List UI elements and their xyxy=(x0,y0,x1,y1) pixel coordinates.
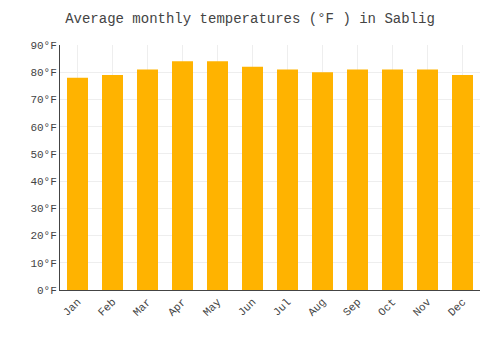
svg-text:80°F: 80°F xyxy=(30,67,56,79)
svg-text:90°F: 90°F xyxy=(30,40,56,52)
svg-text:0°F: 0°F xyxy=(37,285,57,297)
svg-text:70°F: 70°F xyxy=(30,94,56,106)
svg-text:30°F: 30°F xyxy=(30,203,56,215)
svg-text:Jun: Jun xyxy=(236,296,258,318)
svg-text:Jan: Jan xyxy=(61,296,83,318)
svg-text:Average monthly temperatures (: Average monthly temperatures (°F ) in Sa… xyxy=(65,11,435,27)
svg-text:May: May xyxy=(201,296,224,319)
svg-text:Feb: Feb xyxy=(96,296,118,318)
svg-text:Aug: Aug xyxy=(306,296,328,318)
svg-text:Nov: Nov xyxy=(411,296,434,319)
svg-text:Oct: Oct xyxy=(376,296,398,318)
svg-text:40°F: 40°F xyxy=(30,176,56,188)
svg-text:50°F: 50°F xyxy=(30,149,56,161)
svg-text:10°F: 10°F xyxy=(30,258,56,270)
svg-text:20°F: 20°F xyxy=(30,230,56,242)
svg-text:60°F: 60°F xyxy=(30,122,56,134)
svg-text:Jul: Jul xyxy=(271,296,293,318)
svg-text:Dec: Dec xyxy=(446,296,468,318)
svg-text:Mar: Mar xyxy=(131,296,153,318)
svg-text:Apr: Apr xyxy=(166,296,188,318)
svg-text:Sep: Sep xyxy=(341,296,363,318)
